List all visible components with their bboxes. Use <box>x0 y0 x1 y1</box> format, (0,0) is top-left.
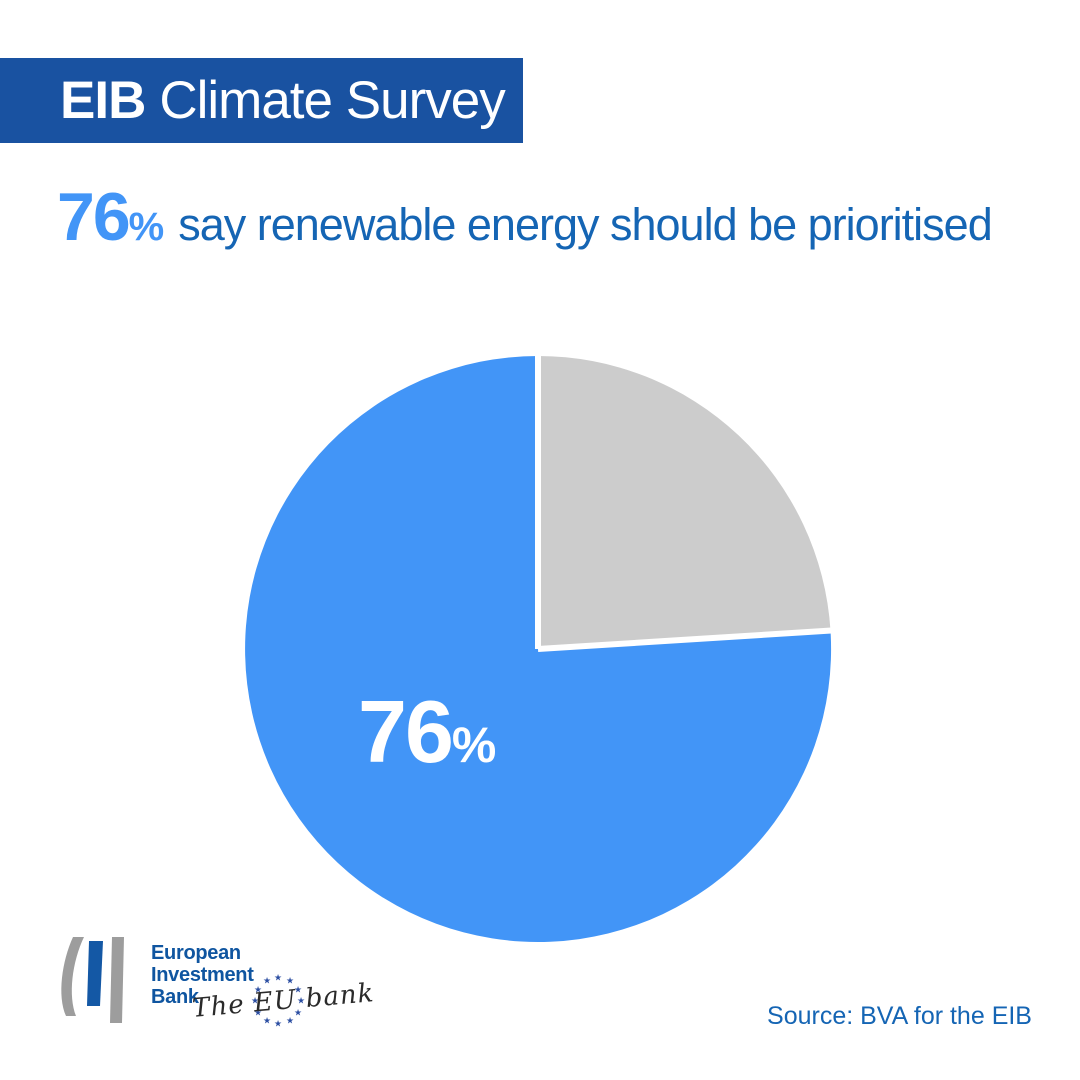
headline-stat: 76 <box>57 179 131 255</box>
eu-star-icon: ★ <box>296 995 306 1006</box>
eu-star-icon: ★ <box>262 1015 272 1026</box>
pie-data-label: 76% <box>358 688 496 776</box>
logo-line-european: European <box>151 942 241 964</box>
eu-star-icon: ★ <box>262 975 272 986</box>
banner-title: Climate Survey <box>159 71 505 130</box>
pie-slice-other <box>538 355 831 649</box>
slice-separator-right <box>537 627 834 652</box>
eu-star-icon: ★ <box>250 995 260 1006</box>
eib-logo: European Investment Bank <box>57 936 254 1024</box>
header-banner: EIB Climate Survey <box>0 58 523 143</box>
eib-logo-bars-icon <box>61 937 124 1023</box>
logo-line-investment: Investment <box>151 964 254 986</box>
headline: 76% say renewable energy should be priori… <box>57 183 1037 251</box>
logo-bar-right <box>110 937 124 1023</box>
eu-star-icon: ★ <box>273 972 283 983</box>
pie-label-stat: 76 <box>358 682 454 781</box>
eu-star-icon: ★ <box>285 975 295 986</box>
banner-brand: EIB <box>60 71 146 130</box>
eu-star-icon: ★ <box>253 984 263 995</box>
pie-label-percent-sign: % <box>451 717 497 773</box>
eu-star-icon: ★ <box>285 1015 295 1026</box>
eu-star-icon: ★ <box>273 1018 283 1029</box>
logo-line-bank: Bank <box>151 986 199 1008</box>
eu-star-icon: ★ <box>293 1007 303 1018</box>
source-text: Source: BVA for the EIB <box>767 1002 1032 1030</box>
eu-star-icon: ★ <box>293 984 303 995</box>
eu-star-icon: ★ <box>253 1007 263 1018</box>
headline-percent-sign: % <box>128 205 165 249</box>
logo-bar-curved <box>61 937 84 1016</box>
headline-text: say renewable energy should be prioritis… <box>178 199 993 250</box>
eib-logo-text: European Investment Bank <box>151 942 254 1024</box>
logo-bar-blue <box>87 941 103 1006</box>
